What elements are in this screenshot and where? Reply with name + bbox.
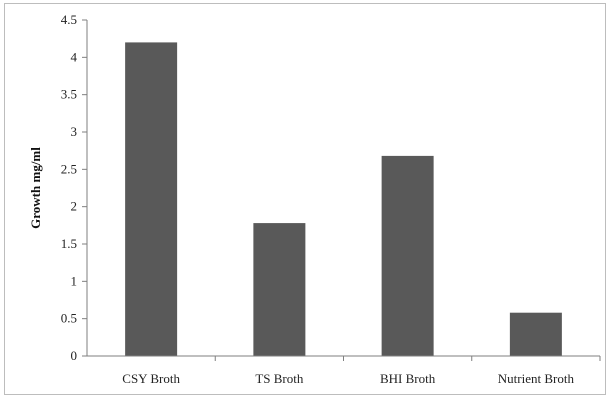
y-tick-label: 1.5 bbox=[61, 236, 77, 251]
bars-layer bbox=[125, 42, 562, 356]
y-tick-label: 1 bbox=[71, 273, 78, 288]
y-tick-label: 2 bbox=[71, 199, 78, 214]
y-tick-label: 2.5 bbox=[61, 161, 77, 176]
y-tick-label: 4 bbox=[71, 49, 78, 64]
bar-ts-broth bbox=[253, 223, 305, 356]
bar-nutrient-broth bbox=[510, 313, 562, 356]
y-axis-title: Growth mg/ml bbox=[28, 147, 43, 229]
y-tick-label: 4.5 bbox=[61, 12, 77, 27]
y-tick-label: 0 bbox=[71, 348, 78, 363]
y-tick-label: 3 bbox=[71, 124, 78, 139]
bar-bhi-broth bbox=[382, 156, 434, 356]
y-tick-label: 3.5 bbox=[61, 87, 77, 102]
x-tick-label: Nutrient Broth bbox=[498, 371, 575, 386]
x-tick-labels: CSY Broth TS Broth BHI Broth Nutrient Broth bbox=[122, 356, 600, 386]
bar-csy-broth bbox=[125, 42, 177, 356]
x-tick-label: CSY Broth bbox=[122, 371, 180, 386]
x-tick-label: BHI Broth bbox=[380, 371, 436, 386]
y-tick-label: 0.5 bbox=[61, 311, 77, 326]
x-tick-label: TS Broth bbox=[255, 371, 304, 386]
y-tick-labels: 0 0.5 1 1.5 2 2.5 3 3.5 4 4.5 bbox=[61, 12, 87, 363]
